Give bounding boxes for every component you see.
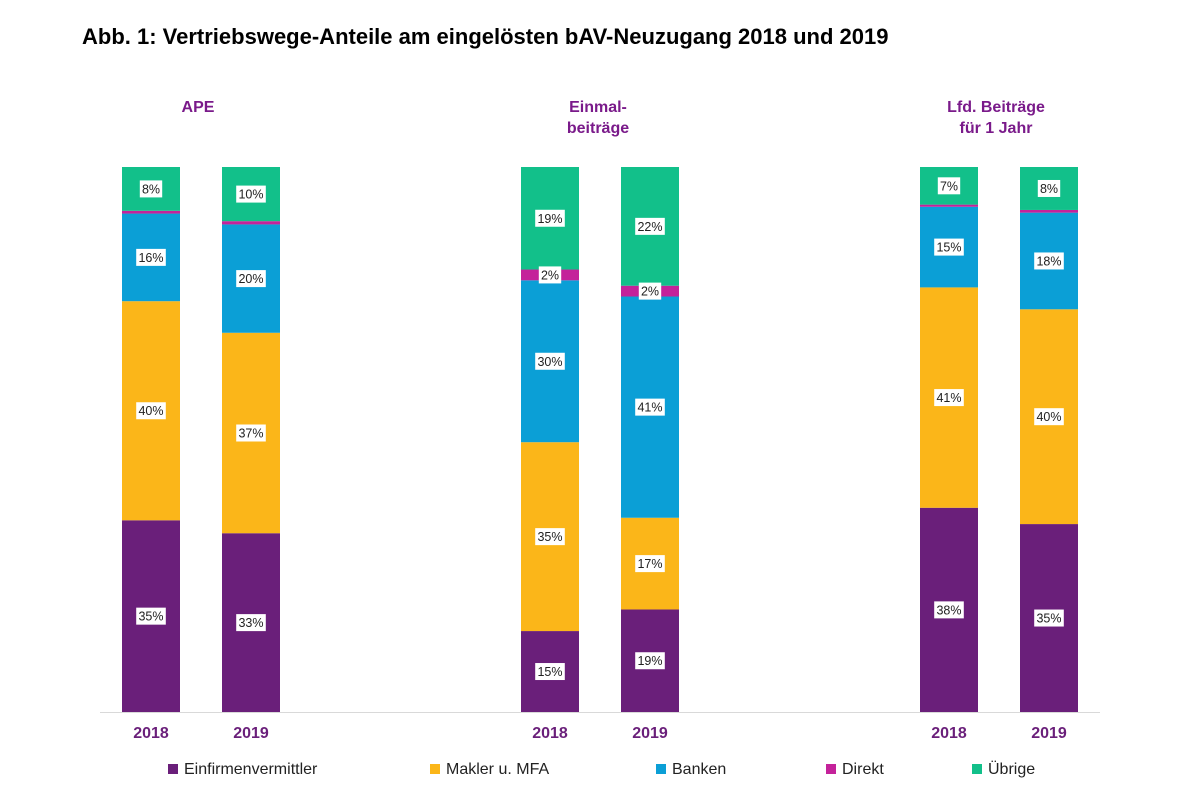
data-label-box — [535, 352, 565, 370]
data-label: 20% — [238, 272, 263, 286]
data-label-box — [136, 607, 166, 625]
data-label-box — [236, 424, 266, 442]
data-label-box — [934, 389, 964, 407]
data-label: 35% — [138, 610, 163, 624]
data-label: 10% — [238, 188, 263, 202]
bar-segment — [920, 204, 978, 207]
data-label-box — [236, 270, 266, 288]
data-label: 15% — [936, 241, 961, 255]
data-label-box — [638, 282, 662, 300]
data-label-box — [136, 402, 166, 420]
legend-swatch — [972, 764, 982, 774]
data-label: 16% — [138, 251, 163, 265]
data-label: 38% — [936, 603, 961, 617]
x-tick-label: 2019 — [233, 725, 269, 742]
bar-segment — [222, 221, 280, 225]
data-label: 40% — [1036, 410, 1061, 424]
data-label: 19% — [537, 212, 562, 226]
data-label-box — [535, 528, 565, 546]
group-title: APE — [182, 99, 215, 116]
data-label-box — [136, 248, 166, 266]
data-label: 17% — [637, 557, 662, 571]
legend-swatch — [430, 764, 440, 774]
data-label-box — [635, 652, 665, 670]
data-label-box — [635, 398, 665, 416]
x-tick-label: 2018 — [532, 725, 568, 742]
data-label: 37% — [238, 426, 263, 440]
legend-swatch — [826, 764, 836, 774]
x-tick-label: 2018 — [931, 725, 967, 742]
data-label: 40% — [138, 404, 163, 418]
legend-entry: Banken — [672, 761, 726, 778]
data-label-box — [1034, 252, 1064, 270]
legend-entry: Einfirmenvermittler — [184, 761, 318, 778]
bar-segment — [1020, 209, 1078, 213]
data-label: 41% — [936, 391, 961, 405]
x-tick-label: 2019 — [1031, 725, 1067, 742]
data-label-box — [635, 217, 665, 235]
x-tick-label: 2019 — [632, 725, 668, 742]
data-label-box — [934, 601, 964, 619]
data-label-box — [535, 209, 565, 227]
group-title: Einmal-beiträge — [567, 99, 629, 137]
chart-title: Abb. 1: Vertriebswege-Anteile am eingelö… — [82, 24, 889, 49]
data-label: 41% — [637, 401, 662, 415]
legend-entry: Makler u. MFA — [446, 761, 549, 778]
data-label: 2% — [541, 268, 559, 282]
data-label-box — [635, 555, 665, 573]
data-label-box — [1034, 408, 1064, 426]
data-label-box — [538, 266, 562, 284]
legend-swatch — [168, 764, 178, 774]
data-label: 2% — [641, 285, 659, 299]
x-tick-label: 2018 — [133, 725, 169, 742]
legend-swatch — [656, 764, 666, 774]
data-label: 35% — [1036, 612, 1061, 626]
data-label: 15% — [537, 665, 562, 679]
data-label-box — [934, 238, 964, 256]
data-label-box — [236, 185, 266, 203]
data-label-box — [236, 614, 266, 632]
data-label: 33% — [238, 616, 263, 630]
data-label: 8% — [1040, 182, 1058, 196]
legend-entry: Übrige — [988, 760, 1035, 778]
data-label-box — [1037, 179, 1061, 197]
bar-segment — [122, 210, 180, 214]
data-label-box — [1034, 609, 1064, 627]
data-label-box — [937, 177, 961, 195]
data-label-box — [139, 180, 163, 198]
data-label: 8% — [142, 182, 160, 196]
data-label: 19% — [637, 654, 662, 668]
data-label: 35% — [537, 530, 562, 544]
data-label: 7% — [940, 179, 958, 193]
data-label-box — [535, 663, 565, 681]
data-label: 30% — [537, 355, 562, 369]
group-title: Lfd. Beiträge für 1 Jahr — [947, 99, 1045, 137]
data-label: 22% — [637, 220, 662, 234]
data-label: 18% — [1036, 254, 1061, 268]
legend-entry: Direkt — [842, 761, 884, 778]
